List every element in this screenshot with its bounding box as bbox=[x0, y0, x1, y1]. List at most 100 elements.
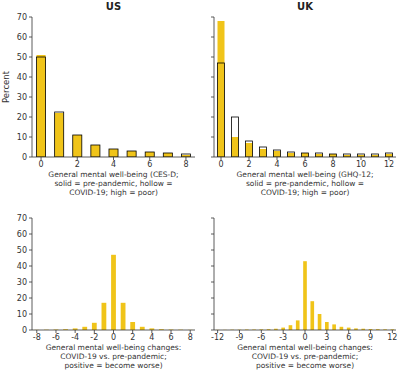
y-tick bbox=[211, 17, 214, 18]
bar bbox=[109, 149, 118, 157]
x-tick-label: -4 bbox=[71, 333, 79, 342]
bar bbox=[340, 327, 344, 330]
bar bbox=[73, 135, 82, 157]
x-tick-label: -3 bbox=[279, 333, 287, 342]
bar bbox=[386, 154, 393, 157]
y-tick-label: 40 bbox=[17, 262, 27, 271]
x-tick-label: -8 bbox=[33, 333, 41, 342]
bar bbox=[303, 261, 307, 330]
panel: UK024681012General mental well-being (GH… bbox=[211, 1, 396, 197]
y-axis bbox=[214, 218, 215, 330]
y-tick bbox=[29, 117, 32, 118]
y-tick-label: 10 bbox=[17, 133, 27, 142]
y-tick bbox=[211, 282, 214, 283]
y-tick bbox=[211, 314, 214, 315]
x-axis-label: positive = become worse) bbox=[64, 361, 162, 370]
bar-hollow bbox=[232, 117, 239, 157]
bar bbox=[130, 322, 135, 330]
y-tick-label: 20 bbox=[17, 113, 27, 122]
x-tick-label: 0 bbox=[111, 333, 116, 342]
panel-title: UK bbox=[297, 1, 314, 12]
x-axis-label: General mental well-being (GHQ-12; bbox=[237, 170, 374, 179]
bar bbox=[316, 154, 323, 157]
y-tick bbox=[29, 157, 32, 158]
y-tick bbox=[211, 37, 214, 38]
bar bbox=[140, 327, 145, 330]
y-tick bbox=[29, 298, 32, 299]
x-tick-label: 2 bbox=[130, 333, 135, 342]
x-axis-label: General mental well-being changes: bbox=[237, 343, 373, 352]
bar bbox=[330, 154, 337, 157]
x-tick-label: 9 bbox=[368, 333, 373, 342]
x-tick-label: 6 bbox=[302, 160, 307, 169]
x-tick-label: 8 bbox=[330, 160, 335, 169]
panel: -12-9-6-3036912General mental well-being… bbox=[211, 218, 397, 370]
bar-hollow bbox=[274, 150, 281, 157]
y-tick bbox=[29, 250, 32, 251]
x-axis-label: General mental well-being changes: bbox=[46, 343, 182, 352]
bar-hollow bbox=[91, 145, 100, 157]
bar bbox=[310, 301, 314, 330]
panel: 010203040506070-8-6-4-202468General ment… bbox=[17, 214, 195, 370]
y-tick-label: 70 bbox=[17, 214, 27, 223]
y-axis-label: Percent bbox=[1, 70, 11, 103]
bar bbox=[102, 303, 107, 330]
y-tick bbox=[211, 57, 214, 58]
y-tick bbox=[211, 330, 214, 331]
bar-hollow bbox=[218, 63, 225, 157]
x-axis-label: COVID-19; high = poor) bbox=[261, 188, 350, 197]
y-tick bbox=[29, 57, 32, 58]
x-tick-label: 0 bbox=[302, 333, 307, 342]
x-axis-label: solid = pre-pandemic, hollow = bbox=[54, 179, 172, 188]
bar bbox=[289, 325, 293, 330]
y-tick-label: 60 bbox=[17, 230, 27, 239]
x-axis-label: positive = become worse) bbox=[256, 361, 354, 370]
x-tick-label: 2 bbox=[75, 160, 80, 169]
x-axis-label: solid = pre-pandemic, hollow = bbox=[246, 179, 364, 188]
y-tick bbox=[29, 37, 32, 38]
bar bbox=[232, 137, 239, 157]
x-tick-label: -12 bbox=[211, 333, 224, 342]
bar-hollow bbox=[344, 154, 351, 157]
bar bbox=[296, 320, 300, 330]
figure: US01020304050607002468PercentGeneral men… bbox=[0, 0, 400, 376]
x-tick-label: 6 bbox=[168, 333, 173, 342]
bar-hollow bbox=[145, 152, 154, 157]
bar-hollow bbox=[127, 151, 136, 157]
y-tick-label: 40 bbox=[17, 73, 27, 82]
x-axis-label: COVID-19 vs. pre-pandemic; bbox=[252, 352, 358, 361]
y-tick bbox=[211, 298, 214, 299]
panel-title: US bbox=[106, 1, 121, 12]
y-tick bbox=[211, 77, 214, 78]
bar bbox=[145, 152, 154, 157]
bar-hollow bbox=[302, 153, 309, 157]
bar bbox=[111, 255, 116, 330]
bar-hollow bbox=[260, 147, 267, 157]
bar bbox=[121, 303, 126, 330]
bars bbox=[34, 255, 192, 330]
y-tick bbox=[29, 218, 32, 219]
bars bbox=[218, 21, 393, 157]
bar-hollow bbox=[73, 135, 82, 157]
bar-hollow bbox=[109, 149, 118, 157]
x-tick-label: 8 bbox=[183, 160, 188, 169]
y-tick-label: 30 bbox=[17, 93, 27, 102]
x-tick-label: 4 bbox=[274, 160, 279, 169]
y-tick bbox=[29, 17, 32, 18]
bar bbox=[274, 151, 281, 157]
x-tick-label: 10 bbox=[356, 160, 366, 169]
y-tick bbox=[29, 282, 32, 283]
y-tick-label: 20 bbox=[17, 294, 27, 303]
x-axis-label: COVID-19; high = poor) bbox=[69, 188, 158, 197]
y-tick-label: 50 bbox=[17, 246, 27, 255]
x-tick-label: 0 bbox=[218, 160, 223, 169]
x-tick-label: 6 bbox=[346, 333, 351, 342]
y-tick bbox=[29, 97, 32, 98]
bar-hollow bbox=[330, 154, 337, 157]
bar-hollow bbox=[246, 141, 253, 157]
x-tick-label: -2 bbox=[90, 333, 98, 342]
y-tick bbox=[211, 117, 214, 118]
bar bbox=[127, 151, 136, 157]
y-tick bbox=[211, 137, 214, 138]
x-tick-label: 3 bbox=[324, 333, 329, 342]
